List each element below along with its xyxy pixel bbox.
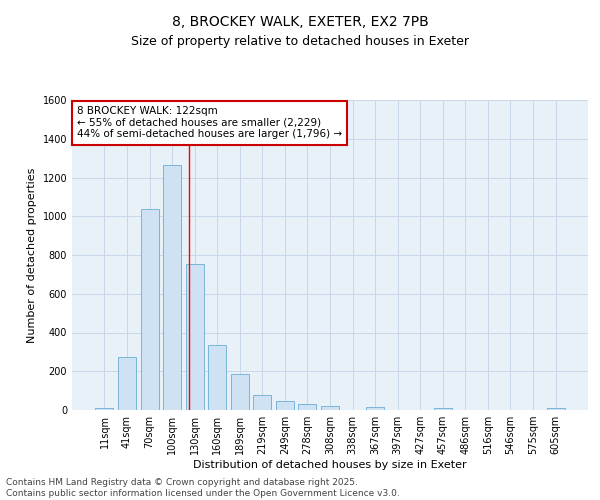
Bar — [298, 404, 316, 410]
X-axis label: Distribution of detached houses by size in Exeter: Distribution of detached houses by size … — [193, 460, 467, 470]
Bar — [185, 264, 204, 410]
Text: Contains HM Land Registry data © Crown copyright and database right 2025.
Contai: Contains HM Land Registry data © Crown c… — [6, 478, 400, 498]
Bar — [140, 208, 158, 410]
Bar — [434, 408, 452, 410]
Bar — [547, 408, 565, 410]
Bar — [95, 408, 113, 410]
Bar — [321, 406, 339, 410]
Text: Size of property relative to detached houses in Exeter: Size of property relative to detached ho… — [131, 35, 469, 48]
Bar — [118, 356, 136, 410]
Bar — [366, 407, 384, 410]
Text: 8, BROCKEY WALK, EXETER, EX2 7PB: 8, BROCKEY WALK, EXETER, EX2 7PB — [172, 15, 428, 29]
Bar — [208, 345, 226, 410]
Bar — [163, 165, 181, 410]
Text: 8 BROCKEY WALK: 122sqm
← 55% of detached houses are smaller (2,229)
44% of semi-: 8 BROCKEY WALK: 122sqm ← 55% of detached… — [77, 106, 342, 140]
Y-axis label: Number of detached properties: Number of detached properties — [27, 168, 37, 342]
Bar — [253, 394, 271, 410]
Bar — [231, 374, 249, 410]
Bar — [276, 402, 294, 410]
